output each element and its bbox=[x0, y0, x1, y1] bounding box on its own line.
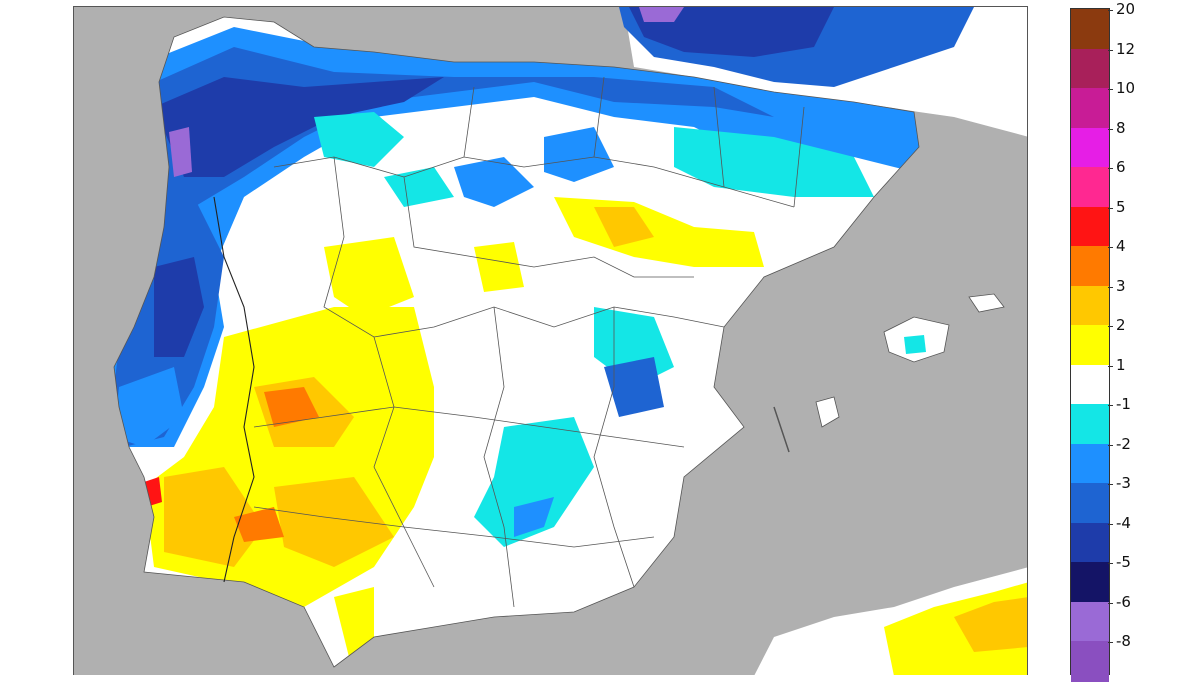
legend-tick-label: 6 bbox=[1116, 158, 1126, 176]
cool-patches-north bbox=[314, 112, 454, 207]
legend-swatch bbox=[1071, 206, 1109, 247]
coastline-fragment bbox=[773, 406, 790, 453]
legend-tick-label: -8 bbox=[1116, 632, 1131, 650]
administrative-borders bbox=[113, 16, 920, 668]
anomaly-map bbox=[73, 6, 1028, 675]
legend-swatch bbox=[1071, 443, 1109, 484]
warmer-patch-ebro bbox=[594, 207, 654, 247]
warm-patches-central bbox=[324, 237, 524, 317]
legend-swatch bbox=[1071, 88, 1109, 129]
legend-tick-mark bbox=[1108, 602, 1113, 604]
legend-tick-mark bbox=[1108, 247, 1113, 248]
legend-tick-mark bbox=[1108, 326, 1113, 327]
france-colder-zone bbox=[629, 7, 834, 57]
cold-patch-valencia-interior bbox=[604, 357, 664, 417]
legend-tick-label: 20 bbox=[1116, 0, 1136, 18]
legend-tick-label: 1 bbox=[1116, 355, 1126, 374]
legend-swatch bbox=[1071, 48, 1109, 89]
cool-zone-south-central bbox=[474, 417, 594, 547]
legend-swatch bbox=[1071, 127, 1109, 168]
legend-tick-label: 12 bbox=[1116, 39, 1136, 58]
legend-tick-label: -2 bbox=[1116, 434, 1131, 453]
warm-patch-cadiz bbox=[334, 587, 374, 657]
cold-patches-north bbox=[454, 127, 614, 207]
legend-tick-mark bbox=[1108, 365, 1113, 367]
cold-zone-lisbon bbox=[114, 367, 184, 447]
cool-zone-aragon bbox=[674, 127, 874, 197]
legend-swatch bbox=[1071, 364, 1109, 405]
anomaly-fields bbox=[114, 27, 919, 657]
legend-tick-label: -1 bbox=[1116, 395, 1131, 413]
legend-tick-mark bbox=[1108, 49, 1113, 51]
ibiza-island bbox=[815, 396, 840, 428]
colder-zone-galicia bbox=[154, 77, 444, 177]
legend-tick-mark bbox=[1108, 444, 1113, 446]
legend-tick-mark bbox=[1108, 642, 1113, 643]
legend-tick-mark bbox=[1108, 10, 1113, 11]
colder-zone-portugal-coast bbox=[154, 257, 204, 357]
cold-patch-south-central bbox=[514, 497, 554, 537]
legend-swatch bbox=[1071, 562, 1109, 603]
legend-tick-label: 3 bbox=[1116, 276, 1126, 295]
legend-tick-mark bbox=[1108, 563, 1113, 564]
legend-tick-label: 4 bbox=[1116, 237, 1126, 255]
mallorca-cool-patch bbox=[904, 335, 926, 354]
hot-zone-southwest bbox=[234, 387, 319, 542]
legend-tick-label: 5 bbox=[1116, 197, 1126, 216]
menorca-island bbox=[968, 293, 1005, 313]
legend-tick-mark bbox=[1108, 523, 1113, 525]
legend-tick-mark bbox=[1108, 89, 1113, 90]
legend-swatch bbox=[1071, 601, 1109, 642]
legend-tick-label: 10 bbox=[1116, 79, 1136, 97]
legend-tick-label: -3 bbox=[1116, 474, 1131, 492]
iberia-map-svg bbox=[74, 7, 1027, 675]
legend-swatch bbox=[1071, 325, 1109, 366]
legend-tick-label: 2 bbox=[1116, 316, 1126, 334]
legend-swatch bbox=[1071, 9, 1109, 50]
north-africa-warmer-zone bbox=[954, 597, 1027, 652]
legend-tick-mark bbox=[1108, 207, 1113, 209]
legend-swatch bbox=[1071, 285, 1109, 326]
legend-swatch bbox=[1071, 404, 1109, 445]
legend-tick-label: 8 bbox=[1116, 118, 1126, 137]
legend-swatch bbox=[1071, 641, 1109, 682]
france-coldest-zone bbox=[639, 7, 684, 22]
legend-swatch bbox=[1071, 522, 1109, 563]
legend-swatch bbox=[1071, 483, 1109, 524]
legend-tick-mark bbox=[1108, 168, 1113, 169]
legend-tick-label: -6 bbox=[1116, 592, 1131, 611]
color-legend: 20 12 10 8 6 5 4 3 2 1 -1 -2 -3 -4 -5 -6 -8 bbox=[1070, 2, 1135, 682]
legend-tick-mark bbox=[1108, 128, 1113, 130]
legend-tick-mark bbox=[1108, 484, 1113, 485]
legend-tick-label: -4 bbox=[1116, 513, 1131, 532]
coldest-zone-galicia bbox=[169, 127, 192, 177]
warmer-zone-southwest bbox=[164, 377, 394, 567]
legend-tick-label: -5 bbox=[1116, 553, 1131, 571]
legend-swatch bbox=[1071, 167, 1109, 208]
legend-tick-mark bbox=[1108, 405, 1113, 406]
legend-swatch bbox=[1071, 246, 1109, 287]
legend-color-bar bbox=[1070, 8, 1110, 682]
legend-tick-mark bbox=[1108, 286, 1113, 288]
